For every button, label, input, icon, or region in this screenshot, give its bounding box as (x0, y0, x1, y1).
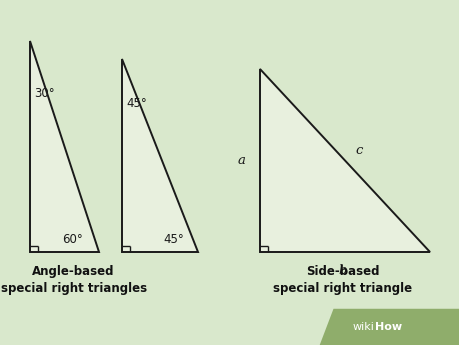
Text: How: How (374, 322, 401, 332)
Text: 60°: 60° (62, 233, 83, 246)
Text: wiki: wiki (352, 322, 374, 332)
Text: a: a (237, 154, 245, 167)
Polygon shape (259, 69, 429, 252)
Text: c: c (354, 144, 362, 157)
Polygon shape (30, 41, 99, 252)
Text: b: b (338, 264, 346, 277)
Text: special right triangle: special right triangle (273, 282, 411, 295)
Text: 30°: 30° (34, 87, 55, 100)
Text: Side-based: Side-based (305, 265, 379, 278)
Text: 45°: 45° (163, 233, 184, 246)
Text: Angle-based: Angle-based (32, 265, 115, 278)
Text: 45°: 45° (126, 97, 147, 110)
Polygon shape (122, 59, 197, 252)
Text: special right triangles: special right triangles (0, 282, 146, 295)
Polygon shape (319, 309, 459, 345)
